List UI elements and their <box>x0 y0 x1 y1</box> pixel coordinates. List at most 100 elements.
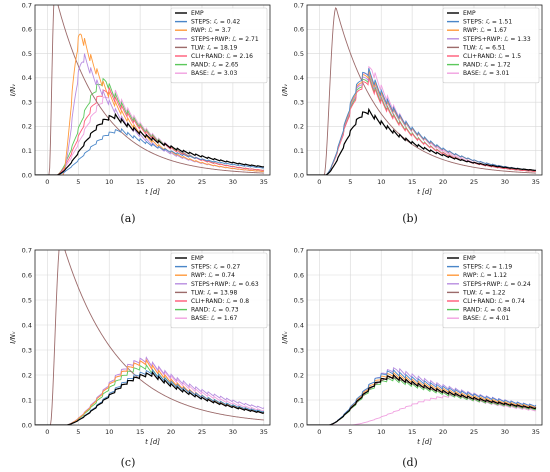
subfigure-caption: (d) <box>402 456 418 469</box>
legend-entry: BASE: ℒ = 3.03 <box>191 70 237 77</box>
x-tick-label: 35 <box>260 178 268 186</box>
series-line-steps <box>35 127 265 175</box>
legend-entry: STEPS+RWP: ℒ = 0.63 <box>191 281 259 288</box>
x-tick-label: 35 <box>532 178 540 186</box>
legend-entry: BASE: ℒ = 1.67 <box>191 315 237 322</box>
y-tick-label: 0.7 <box>294 246 304 254</box>
legend-entry: RAND: ℒ = 0.84 <box>463 307 511 314</box>
x-tick-label: 30 <box>501 178 509 186</box>
x-tick-label: 25 <box>470 428 478 436</box>
series-line-tlw <box>307 7 536 175</box>
series-line-emp <box>307 107 537 175</box>
series-line-base <box>307 394 537 425</box>
legend-entry: EMP <box>463 255 476 262</box>
x-tick-label: 25 <box>198 178 206 186</box>
legend-entry: CLI+RAND: ℒ = 0.74 <box>463 298 525 305</box>
chart-panel-2: 0.0 0.1 0.2 0.3 0.4 0.5 0.6 0.7 0 5 10 15 20 25 30 35 t … <box>281 1 543 225</box>
y-tick-label: 0.0 <box>22 171 32 179</box>
series-line-rwp <box>35 33 264 175</box>
y-tick-label: 0.7 <box>22 1 32 9</box>
legend-box <box>442 252 540 329</box>
series-line-steps-rwp <box>307 366 537 425</box>
series-line-steps <box>307 68 536 175</box>
y-tick-label: 0.7 <box>22 246 32 254</box>
y-axis-label: I/Nᵥ <box>281 84 289 97</box>
legend-entry: TLW: ℒ = 18.19 <box>190 44 237 51</box>
series-line-tlw <box>35 250 264 425</box>
legend-entry: RWP: ℒ = 0.74 <box>191 272 235 279</box>
plot-frame <box>306 4 543 176</box>
legend-entry: STEPS: ℒ = 0.27 <box>191 264 240 271</box>
x-tick-label: 10 <box>105 178 113 186</box>
x-tick-label: 25 <box>470 178 478 186</box>
y-tick-label: 0.0 <box>294 421 304 429</box>
x-tick-label: 35 <box>260 428 268 436</box>
y-tick-label: 0.5 <box>294 296 304 304</box>
legend-entry: STEPS+RWP: ℒ = 2.71 <box>191 36 259 43</box>
y-tick-label: 0.2 <box>22 123 32 131</box>
x-tick-label: 5 <box>76 178 80 186</box>
legend-box <box>442 7 540 84</box>
x-tick-label: 0 <box>45 178 49 186</box>
series-line-emp <box>307 373 537 425</box>
y-tick-label: 0.1 <box>22 147 32 155</box>
legend-entry: CLI+RAND: ℒ = 1.5 <box>463 53 521 60</box>
legend-entry: CLI+RAND: ℒ = 0.8 <box>191 298 249 305</box>
legend-box <box>170 7 268 84</box>
y-tick-label: 0.2 <box>22 371 32 379</box>
y-tick-label: 0.4 <box>294 321 304 329</box>
x-axis-label: t [d] <box>145 188 160 196</box>
y-tick-label: 0.0 <box>294 171 304 179</box>
y-tick-label: 0.3 <box>22 98 32 106</box>
legend-entry: STEPS: ℒ = 1.19 <box>463 264 512 271</box>
x-axis-label: t [d] <box>417 438 432 446</box>
x-tick-label: 5 <box>348 178 352 186</box>
legend-entry: TLW: ℒ = 13.98 <box>190 289 237 296</box>
x-tick-label: 30 <box>501 428 509 436</box>
series-line-steps <box>35 368 265 425</box>
plot-frame <box>34 4 271 176</box>
x-tick-label: 30 <box>229 428 237 436</box>
series-line-steps-rwp <box>35 356 265 425</box>
y-tick-label: 0.3 <box>294 346 304 354</box>
x-tick-label: 35 <box>532 428 540 436</box>
legend-entry: BASE: ℒ = 4.01 <box>463 315 509 322</box>
x-tick-label: 0 <box>317 178 321 186</box>
legend-entry: RWP: ℒ = 1.12 <box>463 272 507 279</box>
y-tick-label: 0.5 <box>22 50 32 58</box>
y-tick-label: 0.6 <box>22 271 32 279</box>
y-tick-label: 0.6 <box>294 271 304 279</box>
y-tick-label: 0.2 <box>294 123 304 131</box>
y-tick-label: 0.6 <box>294 26 304 34</box>
y-tick-label: 0.5 <box>22 296 32 304</box>
x-tick-label: 20 <box>439 178 447 186</box>
series-line-rwp <box>35 358 265 425</box>
legend-box <box>170 252 268 329</box>
y-tick-label: 0.1 <box>294 147 304 155</box>
x-tick-label: 25 <box>198 428 206 436</box>
legend-entry: STEPS+RWP: ℒ = 0.24 <box>463 281 531 288</box>
plot-frame <box>306 249 543 426</box>
legend-entry: CLI+RAND: ℒ = 2.16 <box>191 53 253 60</box>
legend-entry: STEPS: ℒ = 0.42 <box>191 19 240 26</box>
x-tick-label: 20 <box>439 428 447 436</box>
x-tick-label: 20 <box>167 178 175 186</box>
subfigure-caption: (c) <box>121 456 136 469</box>
x-tick-label: 5 <box>348 428 352 436</box>
x-tick-label: 0 <box>317 428 321 436</box>
y-axis-label: I/Nᵥ <box>281 331 289 344</box>
series-line-cli-rand <box>35 87 264 175</box>
y-tick-label: 0.4 <box>22 74 32 82</box>
x-tick-label: 15 <box>408 178 416 186</box>
y-axis-label: I/Nᵥ <box>9 84 17 97</box>
legend-entry: STEPS+RWP: ℒ = 1.33 <box>463 36 531 43</box>
y-tick-label: 0.5 <box>294 50 304 58</box>
x-tick-label: 15 <box>408 428 416 436</box>
series-line-base <box>35 356 265 425</box>
legend-entry: RAND: ℒ = 0.73 <box>191 307 239 314</box>
subfigure-caption: (b) <box>402 212 418 225</box>
legend-entry: RAND: ℒ = 1.72 <box>463 62 511 69</box>
y-tick-label: 0.0 <box>22 421 32 429</box>
x-tick-label: 5 <box>76 428 80 436</box>
x-axis-label: t [d] <box>417 188 432 196</box>
